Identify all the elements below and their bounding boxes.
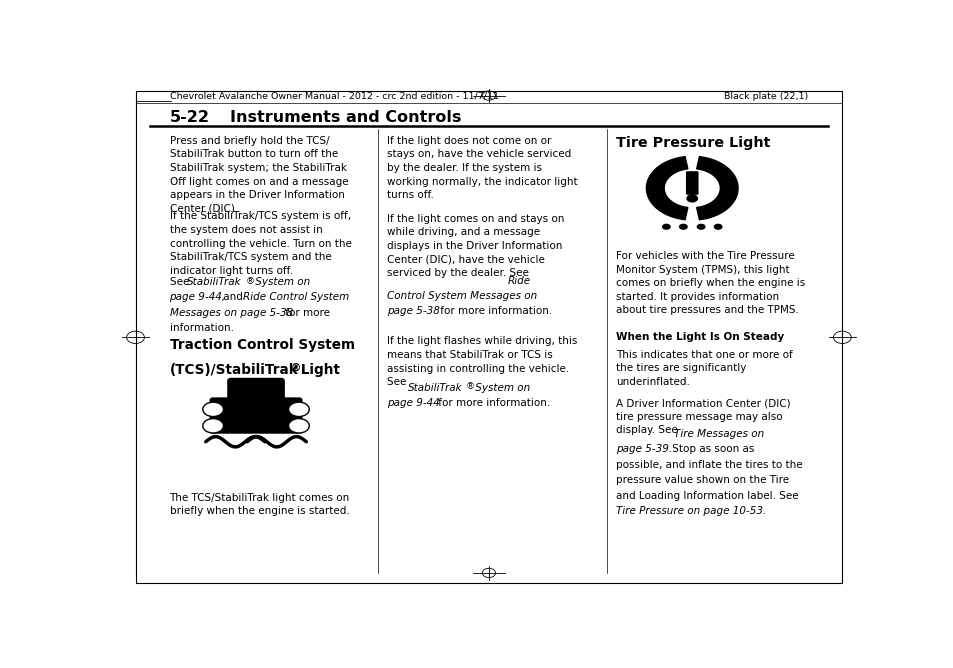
Circle shape xyxy=(685,194,698,202)
Text: page 5-39.: page 5-39. xyxy=(616,444,672,454)
Text: page 9-44: page 9-44 xyxy=(387,398,439,408)
Circle shape xyxy=(661,224,670,230)
Text: and Loading Information label. See: and Loading Information label. See xyxy=(616,490,798,500)
Text: Messages on page 5-38: Messages on page 5-38 xyxy=(170,307,293,317)
Text: For vehicles with the Tire Pressure
Monitor System (TPMS), this light
comes on b: For vehicles with the Tire Pressure Moni… xyxy=(616,251,804,315)
Circle shape xyxy=(696,224,705,230)
Text: Press and briefly hold the TCS/
StabiliTrak button to turn off the
StabiliTrak s: Press and briefly hold the TCS/ StabiliT… xyxy=(170,136,348,214)
Text: ®: ® xyxy=(465,383,475,391)
Text: ®: ® xyxy=(291,363,301,373)
Polygon shape xyxy=(646,157,687,220)
Text: StabiliTrak: StabiliTrak xyxy=(407,383,462,393)
Polygon shape xyxy=(696,157,738,220)
Text: If the light comes on and stays on
while driving, and a message
displays in the : If the light comes on and stays on while… xyxy=(387,214,563,279)
Text: pressure value shown on the Tire: pressure value shown on the Tire xyxy=(616,475,788,485)
Text: See: See xyxy=(170,277,192,287)
Circle shape xyxy=(288,402,309,417)
FancyBboxPatch shape xyxy=(210,398,301,433)
Text: for more: for more xyxy=(282,307,330,317)
Text: The TCS/StabiliTrak light comes on
briefly when the engine is started.: The TCS/StabiliTrak light comes on brief… xyxy=(170,493,350,516)
Text: This indicates that one or more of
the tires are significantly
underinflated.: This indicates that one or more of the t… xyxy=(616,349,792,387)
Text: for more information.: for more information. xyxy=(436,307,552,317)
Text: If the StabiliTrak/TCS system is off,
the system does not assist in
controlling : If the StabiliTrak/TCS system is off, th… xyxy=(170,211,351,276)
Text: possible, and inflate the tires to the: possible, and inflate the tires to the xyxy=(616,460,801,470)
Text: Tire Pressure Light: Tire Pressure Light xyxy=(616,136,770,150)
Text: page 9-44,: page 9-44, xyxy=(170,292,226,302)
Text: When the Light Is On Steady: When the Light Is On Steady xyxy=(616,332,783,342)
Circle shape xyxy=(203,419,223,433)
Text: Tire Messages on: Tire Messages on xyxy=(673,429,763,439)
Text: Chevrolet Avalanche Owner Manual - 2012 - crc 2nd edition - 11/7/11: Chevrolet Avalanche Owner Manual - 2012 … xyxy=(170,92,498,101)
Text: System on: System on xyxy=(472,383,530,393)
Circle shape xyxy=(679,224,687,230)
Text: Instruments and Controls: Instruments and Controls xyxy=(230,110,461,125)
Text: and: and xyxy=(219,292,246,302)
FancyBboxPatch shape xyxy=(685,171,698,195)
Text: Ride: Ride xyxy=(507,276,530,286)
Text: Black plate (22,1): Black plate (22,1) xyxy=(723,92,807,101)
Text: Stop as soon as: Stop as soon as xyxy=(668,444,753,454)
Text: Control System Messages on: Control System Messages on xyxy=(387,291,537,301)
Text: (TCS)/StabiliTrak: (TCS)/StabiliTrak xyxy=(170,363,298,377)
Text: Traction Control System: Traction Control System xyxy=(170,339,355,352)
Text: If the light flashes while driving, this
means that StabiliTrak or TCS is
assist: If the light flashes while driving, this… xyxy=(387,336,577,387)
Text: Ride Control System: Ride Control System xyxy=(242,292,349,302)
Text: Tire Pressure on page 10-53.: Tire Pressure on page 10-53. xyxy=(616,506,765,516)
Text: page 5-38: page 5-38 xyxy=(387,307,439,317)
Text: 5-22: 5-22 xyxy=(170,110,210,125)
Text: information.: information. xyxy=(170,323,233,333)
FancyBboxPatch shape xyxy=(228,379,284,407)
Text: System on: System on xyxy=(252,277,311,287)
Text: A Driver Information Center (DIC)
tire pressure message may also
display. See: A Driver Information Center (DIC) tire p… xyxy=(616,398,790,436)
Circle shape xyxy=(713,224,721,230)
Text: ®: ® xyxy=(246,277,254,286)
Circle shape xyxy=(288,419,309,433)
Text: Light: Light xyxy=(295,363,339,377)
Text: If the light does not come on or
stays on, have the vehicle serviced
by the deal: If the light does not come on or stays o… xyxy=(387,136,577,200)
Text: StabiliTrak: StabiliTrak xyxy=(187,277,242,287)
Text: for more information.: for more information. xyxy=(435,398,550,408)
Circle shape xyxy=(203,402,223,417)
